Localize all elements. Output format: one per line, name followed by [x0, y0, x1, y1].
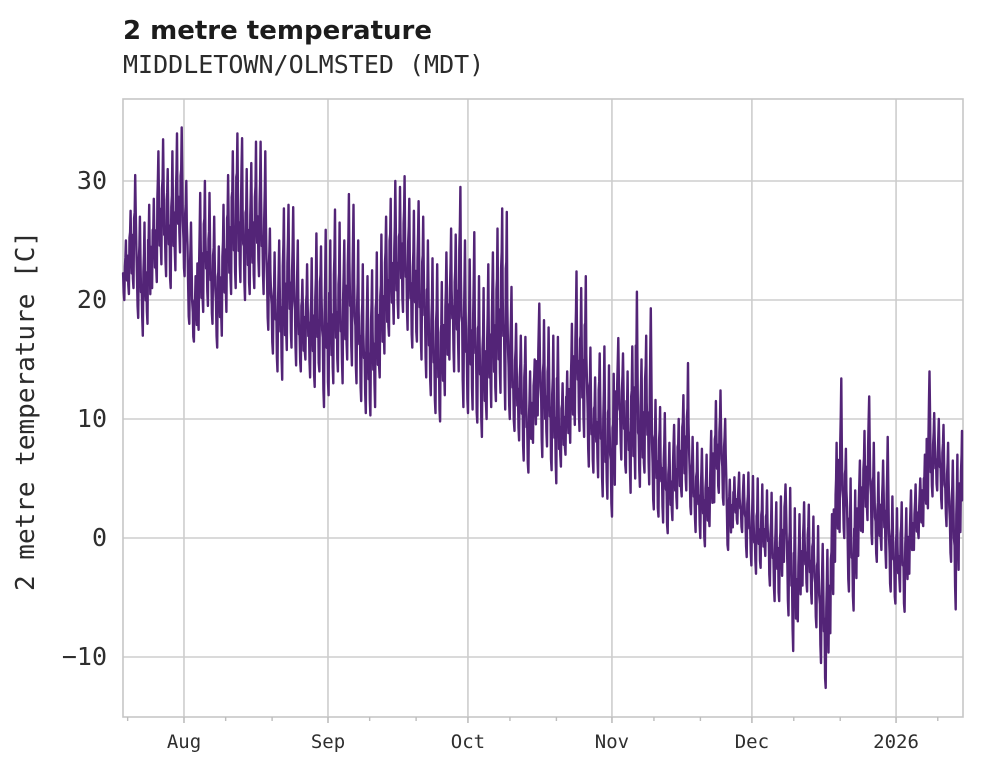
x-tick-label: Nov	[594, 731, 630, 753]
y-tick-label: 20	[76, 285, 107, 314]
y-tick-label: 0	[91, 523, 107, 552]
temperature-line	[121, 126, 964, 690]
y-tick-label: 30	[76, 166, 107, 195]
y-tick-label: 10	[76, 404, 107, 433]
x-tick-label: Sep	[310, 731, 346, 753]
plot-border	[122, 98, 964, 718]
x-tick-label: Oct	[450, 731, 486, 753]
chart-subtitle: MIDDLETOWN/OLMSTED (MDT)	[123, 50, 485, 79]
x-tick-label: Aug	[166, 731, 202, 753]
y-tick-label: −10	[61, 642, 107, 671]
x-tick-label: 2026	[873, 731, 919, 753]
x-tick-label: Dec	[734, 731, 770, 753]
chart-title: 2 metre temperature	[123, 16, 432, 46]
